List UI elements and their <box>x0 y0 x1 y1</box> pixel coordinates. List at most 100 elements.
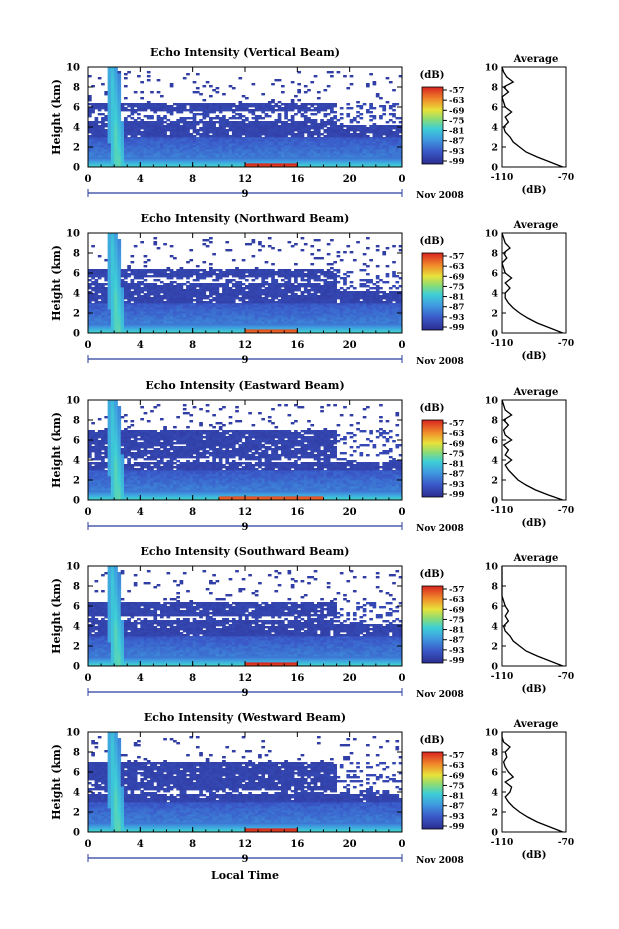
average-frame <box>501 399 567 501</box>
average-y-tick-label: 2 <box>491 808 498 819</box>
colorbar-tick-label: -93 <box>449 313 464 323</box>
average-x-tick-label: -110 <box>491 339 514 349</box>
average-y-tick-label: 8 <box>491 249 498 260</box>
colorbar-tick-label: -63 <box>449 429 464 439</box>
date-tick-label: 9 <box>242 522 249 533</box>
colorbar-tick-label: -63 <box>449 595 464 605</box>
average-y-tick-label: 6 <box>491 436 498 447</box>
x-tick-label: 20 <box>343 507 357 518</box>
y-tick-label: 0 <box>73 662 80 673</box>
y-tick-label: 10 <box>66 229 80 240</box>
heatmap-cells <box>88 233 403 334</box>
x-tick-label: 20 <box>343 174 357 185</box>
x-tick-label: 16 <box>290 174 304 185</box>
colorbar <box>421 751 444 830</box>
colorbar-tick-label: -57 <box>449 585 464 595</box>
colorbar-tick-label: -75 <box>449 615 464 625</box>
average-frame <box>501 565 567 667</box>
y-tick-label: 4 <box>73 289 80 300</box>
colorbar-tick-label: -99 <box>449 323 464 333</box>
heatmap-cells <box>88 732 403 833</box>
colorbar-tick-label: -93 <box>449 812 464 822</box>
x-tick-label: 16 <box>290 340 304 351</box>
x-tick-label: 8 <box>189 507 196 518</box>
x-tick-label: 0 <box>399 673 406 684</box>
average-x-label: (dB) <box>522 351 547 362</box>
average-x-label: (dB) <box>522 185 547 196</box>
panel-4: Echo Intensity (Southward Beam)0 4 8 12 16 20… <box>50 545 574 700</box>
x-tick-label: 8 <box>189 839 196 850</box>
x-tick-label: 0 <box>85 174 92 185</box>
panel-3: Echo Intensity (Eastward Beam)0 4 8 12 16 20 0… <box>50 379 574 534</box>
y-tick-label: 8 <box>73 249 80 260</box>
colorbar-unit: (dB) <box>420 236 445 247</box>
colorbar-unit: (dB) <box>420 70 445 81</box>
average-x-tick-label: -70 <box>558 672 574 682</box>
panel-5: Echo Intensity (Westward Beam)0 4 8 12 16 20 0… <box>50 711 574 866</box>
date-tick-label: 9 <box>242 355 249 366</box>
x-tick-label: 16 <box>290 507 304 518</box>
colorbar-tick-label: -99 <box>449 656 464 666</box>
colorbar-tick-label: -87 <box>449 470 464 480</box>
y-tick-label: 0 <box>73 329 80 340</box>
y-axis-label: Height (km) <box>50 744 63 820</box>
y-tick-label: 2 <box>73 309 80 320</box>
average-x-tick-label: -110 <box>491 672 514 682</box>
panel-title: Echo Intensity (Southward Beam) <box>141 545 350 558</box>
average-y-tick-label: 10 <box>485 63 499 74</box>
x-tick-label: 8 <box>189 673 196 684</box>
x-tick-label: 0 <box>85 340 92 351</box>
average-x-tick-label: -110 <box>491 173 514 183</box>
x-tick-label: 12 <box>238 673 252 684</box>
colorbar-tick-label: -93 <box>449 646 464 656</box>
y-tick-label: 10 <box>66 63 80 74</box>
y-tick-label: 6 <box>73 436 80 447</box>
heatmap-cells <box>88 566 403 667</box>
average-frame <box>501 731 567 833</box>
colorbar-tick-label: -69 <box>449 605 464 615</box>
average-y-tick-label: 0 <box>491 828 498 839</box>
average-y-tick-label: 2 <box>491 309 498 320</box>
colorbar-tick-label: -87 <box>449 137 464 147</box>
x-tick-label: 4 <box>137 839 144 850</box>
average-x-tick-label: -70 <box>558 506 574 516</box>
average-title: Average <box>513 553 559 564</box>
colorbar-tick-label: -81 <box>449 293 464 303</box>
x-tick-label: 0 <box>399 507 406 518</box>
average-frame <box>501 66 567 168</box>
y-tick-label: 0 <box>73 163 80 174</box>
average-y-tick-label: 8 <box>491 582 498 593</box>
average-title: Average <box>513 54 559 65</box>
colorbar-tick-label: -75 <box>449 449 464 459</box>
month-year-label: Nov 2008 <box>416 524 464 534</box>
y-tick-label: 4 <box>73 622 80 633</box>
average-x-tick-label: -70 <box>558 173 574 183</box>
average-y-tick-label: 8 <box>491 416 498 427</box>
x-tick-label: 0 <box>399 174 406 185</box>
colorbar-tick-label: -75 <box>449 116 464 126</box>
date-tick-label: 9 <box>242 854 249 865</box>
colorbar-tick-label: -57 <box>449 252 464 262</box>
x-tick-label: 0 <box>85 673 92 684</box>
colorbar-tick-label: -99 <box>449 822 464 832</box>
average-x-tick-label: -70 <box>558 339 574 349</box>
date-tick-label: 9 <box>242 189 249 200</box>
y-tick-label: 8 <box>73 83 80 94</box>
colorbar-tick-label: -87 <box>449 802 464 812</box>
y-tick-label: 2 <box>73 808 80 819</box>
average-y-tick-label: 4 <box>491 123 498 134</box>
panel-title: Echo Intensity (Eastward Beam) <box>145 379 344 392</box>
average-title: Average <box>513 387 559 398</box>
average-x-label: (dB) <box>522 684 547 695</box>
average-y-tick-label: 6 <box>491 269 498 280</box>
y-tick-label: 6 <box>73 269 80 280</box>
x-tick-label: 0 <box>85 839 92 850</box>
y-tick-label: 6 <box>73 602 80 613</box>
average-profile-line <box>501 232 564 334</box>
y-axis-label: Height (km) <box>50 79 63 155</box>
y-tick-label: 6 <box>73 768 80 779</box>
month-year-label: Nov 2008 <box>416 690 464 700</box>
colorbar-tick-label: -69 <box>449 272 464 282</box>
average-y-tick-label: 10 <box>485 396 499 407</box>
average-profile-line <box>501 732 564 833</box>
